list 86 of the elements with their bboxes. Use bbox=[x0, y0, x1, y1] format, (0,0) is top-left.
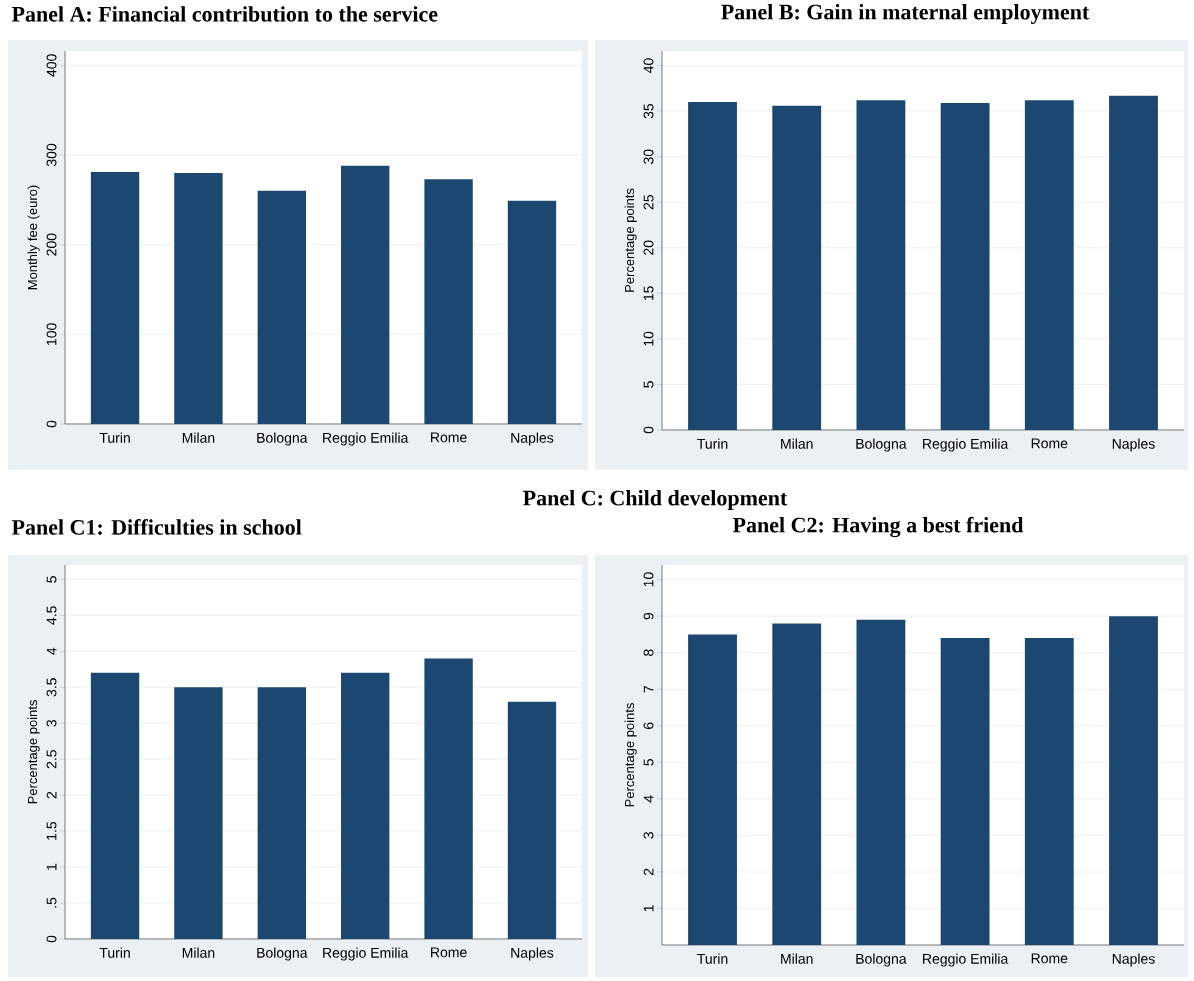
bar bbox=[940, 102, 990, 430]
x-tick-label: Reggio Emilia bbox=[323, 947, 409, 961]
bar bbox=[1024, 100, 1074, 430]
y-tick-label: .5 bbox=[46, 897, 57, 908]
x-tick-label: Bologna bbox=[257, 947, 308, 961]
y-tick-label: 3 bbox=[643, 832, 654, 839]
y-tick-label: 2 bbox=[46, 791, 57, 799]
chart-title: Panel B: Gain in maternal employment bbox=[721, 3, 1090, 24]
x-tick-label: Bologna bbox=[257, 432, 308, 446]
x-tick-label: Turin bbox=[697, 953, 728, 964]
x-tick-label: Reggio Emilia bbox=[923, 953, 1009, 967]
x-tick-label: Turin bbox=[697, 438, 728, 449]
x-tick-label: Rome bbox=[1031, 953, 1068, 964]
chart-title: Panel C1: Difficulties in school bbox=[11, 519, 302, 535]
x-tick-label: Milan bbox=[781, 438, 813, 449]
y-tick-label: 1 bbox=[643, 905, 654, 912]
x-tick-label: Naples bbox=[1112, 953, 1155, 967]
y-tick-label: 400 bbox=[46, 54, 57, 77]
y-tick-label: 30 bbox=[643, 149, 654, 164]
bar bbox=[856, 100, 906, 430]
bar bbox=[424, 179, 473, 424]
y-tick-label: 200 bbox=[46, 233, 57, 256]
bar bbox=[90, 672, 140, 939]
x-tick-label: Milan bbox=[781, 953, 813, 964]
x-tick-label: Naples bbox=[511, 947, 554, 961]
y-tick-label: 5 bbox=[643, 758, 654, 766]
bar bbox=[424, 658, 473, 939]
y-tick-label: 4 bbox=[46, 647, 57, 655]
y-tick-label: 2 bbox=[643, 868, 654, 876]
y-tick-label: 3.5 bbox=[46, 678, 57, 697]
bar bbox=[174, 172, 223, 424]
y-tick-label: 9 bbox=[643, 612, 654, 620]
y-tick-label: 300 bbox=[46, 143, 57, 167]
y-axis-title: Percentage points bbox=[624, 703, 637, 807]
y-tick-label: 1 bbox=[46, 863, 57, 870]
x-tick-label: Turin bbox=[99, 432, 130, 443]
x-tick-label: Rome bbox=[1031, 438, 1068, 449]
x-tick-label: Naples bbox=[1112, 438, 1155, 452]
text: Panel C: Child development bbox=[523, 490, 788, 510]
y-tick-label: 0 bbox=[46, 935, 57, 943]
y-tick-label: 15 bbox=[643, 286, 654, 301]
y-tick-label: 6 bbox=[643, 722, 654, 729]
x-tick-label: Bologna bbox=[856, 953, 907, 967]
y-tick-label: 25 bbox=[643, 195, 654, 210]
x-tick-label: Rome bbox=[431, 432, 467, 443]
x-tick-label: Turin bbox=[99, 947, 130, 958]
x-tick-label: Rome bbox=[431, 947, 467, 958]
y-tick-label: 35 bbox=[643, 103, 654, 119]
y-tick-label: 4 bbox=[643, 795, 654, 803]
x-tick-label: Bologna bbox=[856, 438, 907, 452]
y-tick-label: 40 bbox=[643, 58, 654, 74]
bar bbox=[341, 165, 390, 424]
y-tick-label: 0 bbox=[643, 426, 654, 434]
bar bbox=[1109, 95, 1158, 430]
y-tick-label: 3 bbox=[46, 719, 57, 727]
x-tick-label: Milan bbox=[182, 947, 215, 958]
chart-title: Panel C2: Having a best friend bbox=[732, 516, 1024, 538]
bar bbox=[257, 190, 306, 424]
x-tick-label: Reggio Emilia bbox=[923, 438, 1009, 452]
bar bbox=[90, 172, 140, 424]
bar bbox=[174, 687, 223, 939]
y-tick-label: 20 bbox=[643, 240, 654, 255]
y-tick-label: 5 bbox=[643, 381, 654, 388]
y-tick-label: 5 bbox=[46, 576, 57, 583]
bar bbox=[688, 102, 737, 430]
y-tick-label: 10 bbox=[643, 331, 654, 346]
bar bbox=[341, 672, 390, 939]
y-axis-title: Percentage points bbox=[624, 188, 637, 292]
chart-title: Panel A: Financial contribution to the service bbox=[11, 6, 438, 22]
y-tick-label: 8 bbox=[643, 649, 654, 656]
y-tick-label: 7 bbox=[643, 686, 654, 693]
bar bbox=[507, 701, 557, 939]
y-tick-label: 10 bbox=[643, 572, 654, 587]
y-tick-label: 1.5 bbox=[46, 821, 57, 840]
x-tick-label: Naples bbox=[511, 432, 554, 446]
x-tick-label: Milan bbox=[182, 432, 215, 443]
y-tick-label: 4.5 bbox=[46, 606, 57, 625]
bar bbox=[257, 687, 306, 939]
bar bbox=[507, 200, 557, 424]
bar bbox=[772, 105, 822, 430]
y-tick-label: 2.5 bbox=[46, 750, 57, 769]
y-axis-title: Percentage points bbox=[27, 700, 40, 804]
x-tick-label: Reggio Emilia bbox=[323, 432, 409, 446]
y-tick-label: 0 bbox=[46, 420, 57, 428]
y-axis-title: Monthly fee (euro) bbox=[27, 185, 40, 290]
y-tick-label: 100 bbox=[46, 323, 57, 345]
